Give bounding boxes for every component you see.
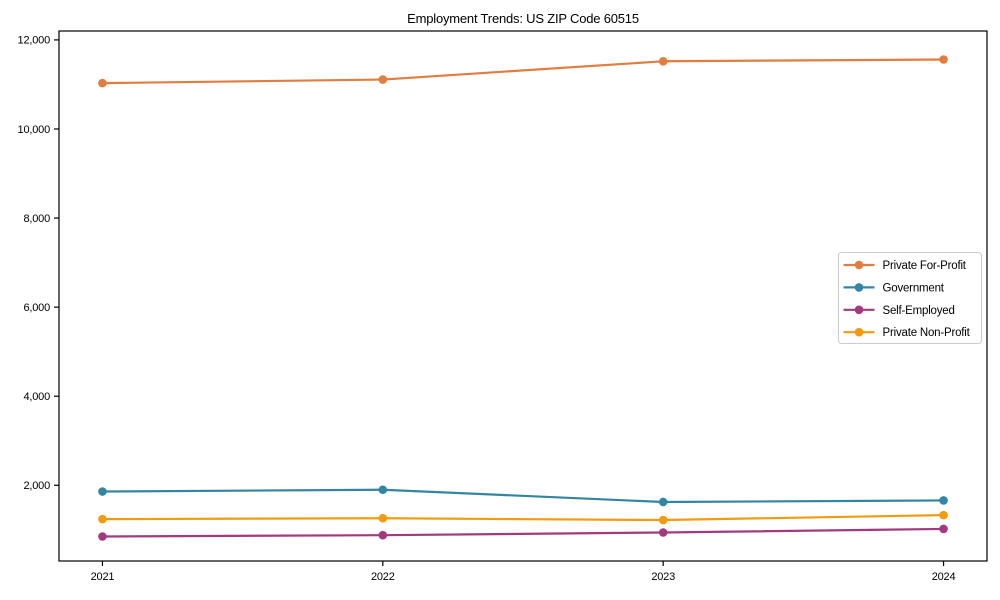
- legend-item-private-non-profit: Private Non-Profit: [843, 327, 971, 339]
- data-point-private-non-profit-2021: [98, 514, 107, 524]
- data-point-self-employed-2022: [378, 530, 388, 540]
- data-point-private-non-profit-2023: [658, 515, 668, 525]
- data-point-government-2024: [939, 496, 948, 505]
- y-tick-label: 2,000: [23, 480, 50, 492]
- data-point-government-2022: [378, 485, 388, 495]
- legend-label-private-for-profit: Private For-Profit: [883, 260, 967, 272]
- data-point-private-non-profit-2024: [939, 510, 948, 520]
- data-point-private-non-profit-2022: [378, 513, 388, 523]
- series-private-non-profit: [98, 510, 948, 525]
- data-point-private-for-profit-2021: [98, 78, 107, 88]
- legend-marker-private-non-profit: [854, 327, 864, 337]
- legend-item-private-for-profit: Private For-Profit: [843, 260, 967, 272]
- series-government: [98, 485, 948, 507]
- data-point-government-2023: [658, 497, 668, 507]
- y-tick-label: 4,000: [23, 391, 50, 403]
- x-tick-label: 2022: [371, 571, 395, 583]
- series-self-employed: [98, 524, 948, 541]
- x-tick-label: 2021: [91, 571, 115, 583]
- y-tick-label: 10,000: [18, 124, 51, 136]
- legend-label-self-employed: Self-Employed: [883, 305, 955, 317]
- data-point-self-employed-2024: [939, 524, 948, 534]
- legend: Private For-Profit Government Self-Employe…: [838, 252, 982, 344]
- x-tick-label: 2023: [651, 571, 675, 583]
- data-point-government-2021: [98, 487, 107, 496]
- y-tick-label: 8,000: [23, 213, 50, 225]
- y-tick-label: 6,000: [23, 302, 50, 314]
- legend-box: [838, 252, 982, 344]
- data-point-private-for-profit-2023: [658, 56, 668, 66]
- series-private-for-profit: [98, 55, 948, 88]
- data-point-self-employed-2021: [98, 532, 107, 541]
- legend-item-self-employed: Self-Employed: [843, 305, 955, 317]
- chart-title: Employment Trends: US ZIP Code 60515: [407, 11, 639, 26]
- series-line-private-non-profit: [101, 514, 945, 522]
- data-point-private-for-profit-2024: [939, 55, 948, 64]
- series-line-private-for-profit: [101, 58, 945, 85]
- x-tick-label: 2024: [932, 571, 956, 583]
- series-line-government: [101, 488, 945, 504]
- plot-frame: [58, 30, 988, 562]
- legend-marker-self-employed: [854, 305, 864, 315]
- legend-marker-government: [854, 283, 864, 292]
- legend-marker-private-for-profit: [854, 260, 864, 270]
- legend-label-private-non-profit: Private Non-Profit: [883, 327, 971, 339]
- legend-item-government: Government: [843, 282, 945, 294]
- legend-label-government: Government: [883, 282, 945, 294]
- series-line-self-employed: [101, 527, 945, 538]
- data-point-private-for-profit-2022: [378, 75, 388, 84]
- data-point-self-employed-2023: [658, 528, 668, 537]
- y-tick-label: 12,000: [18, 35, 51, 47]
